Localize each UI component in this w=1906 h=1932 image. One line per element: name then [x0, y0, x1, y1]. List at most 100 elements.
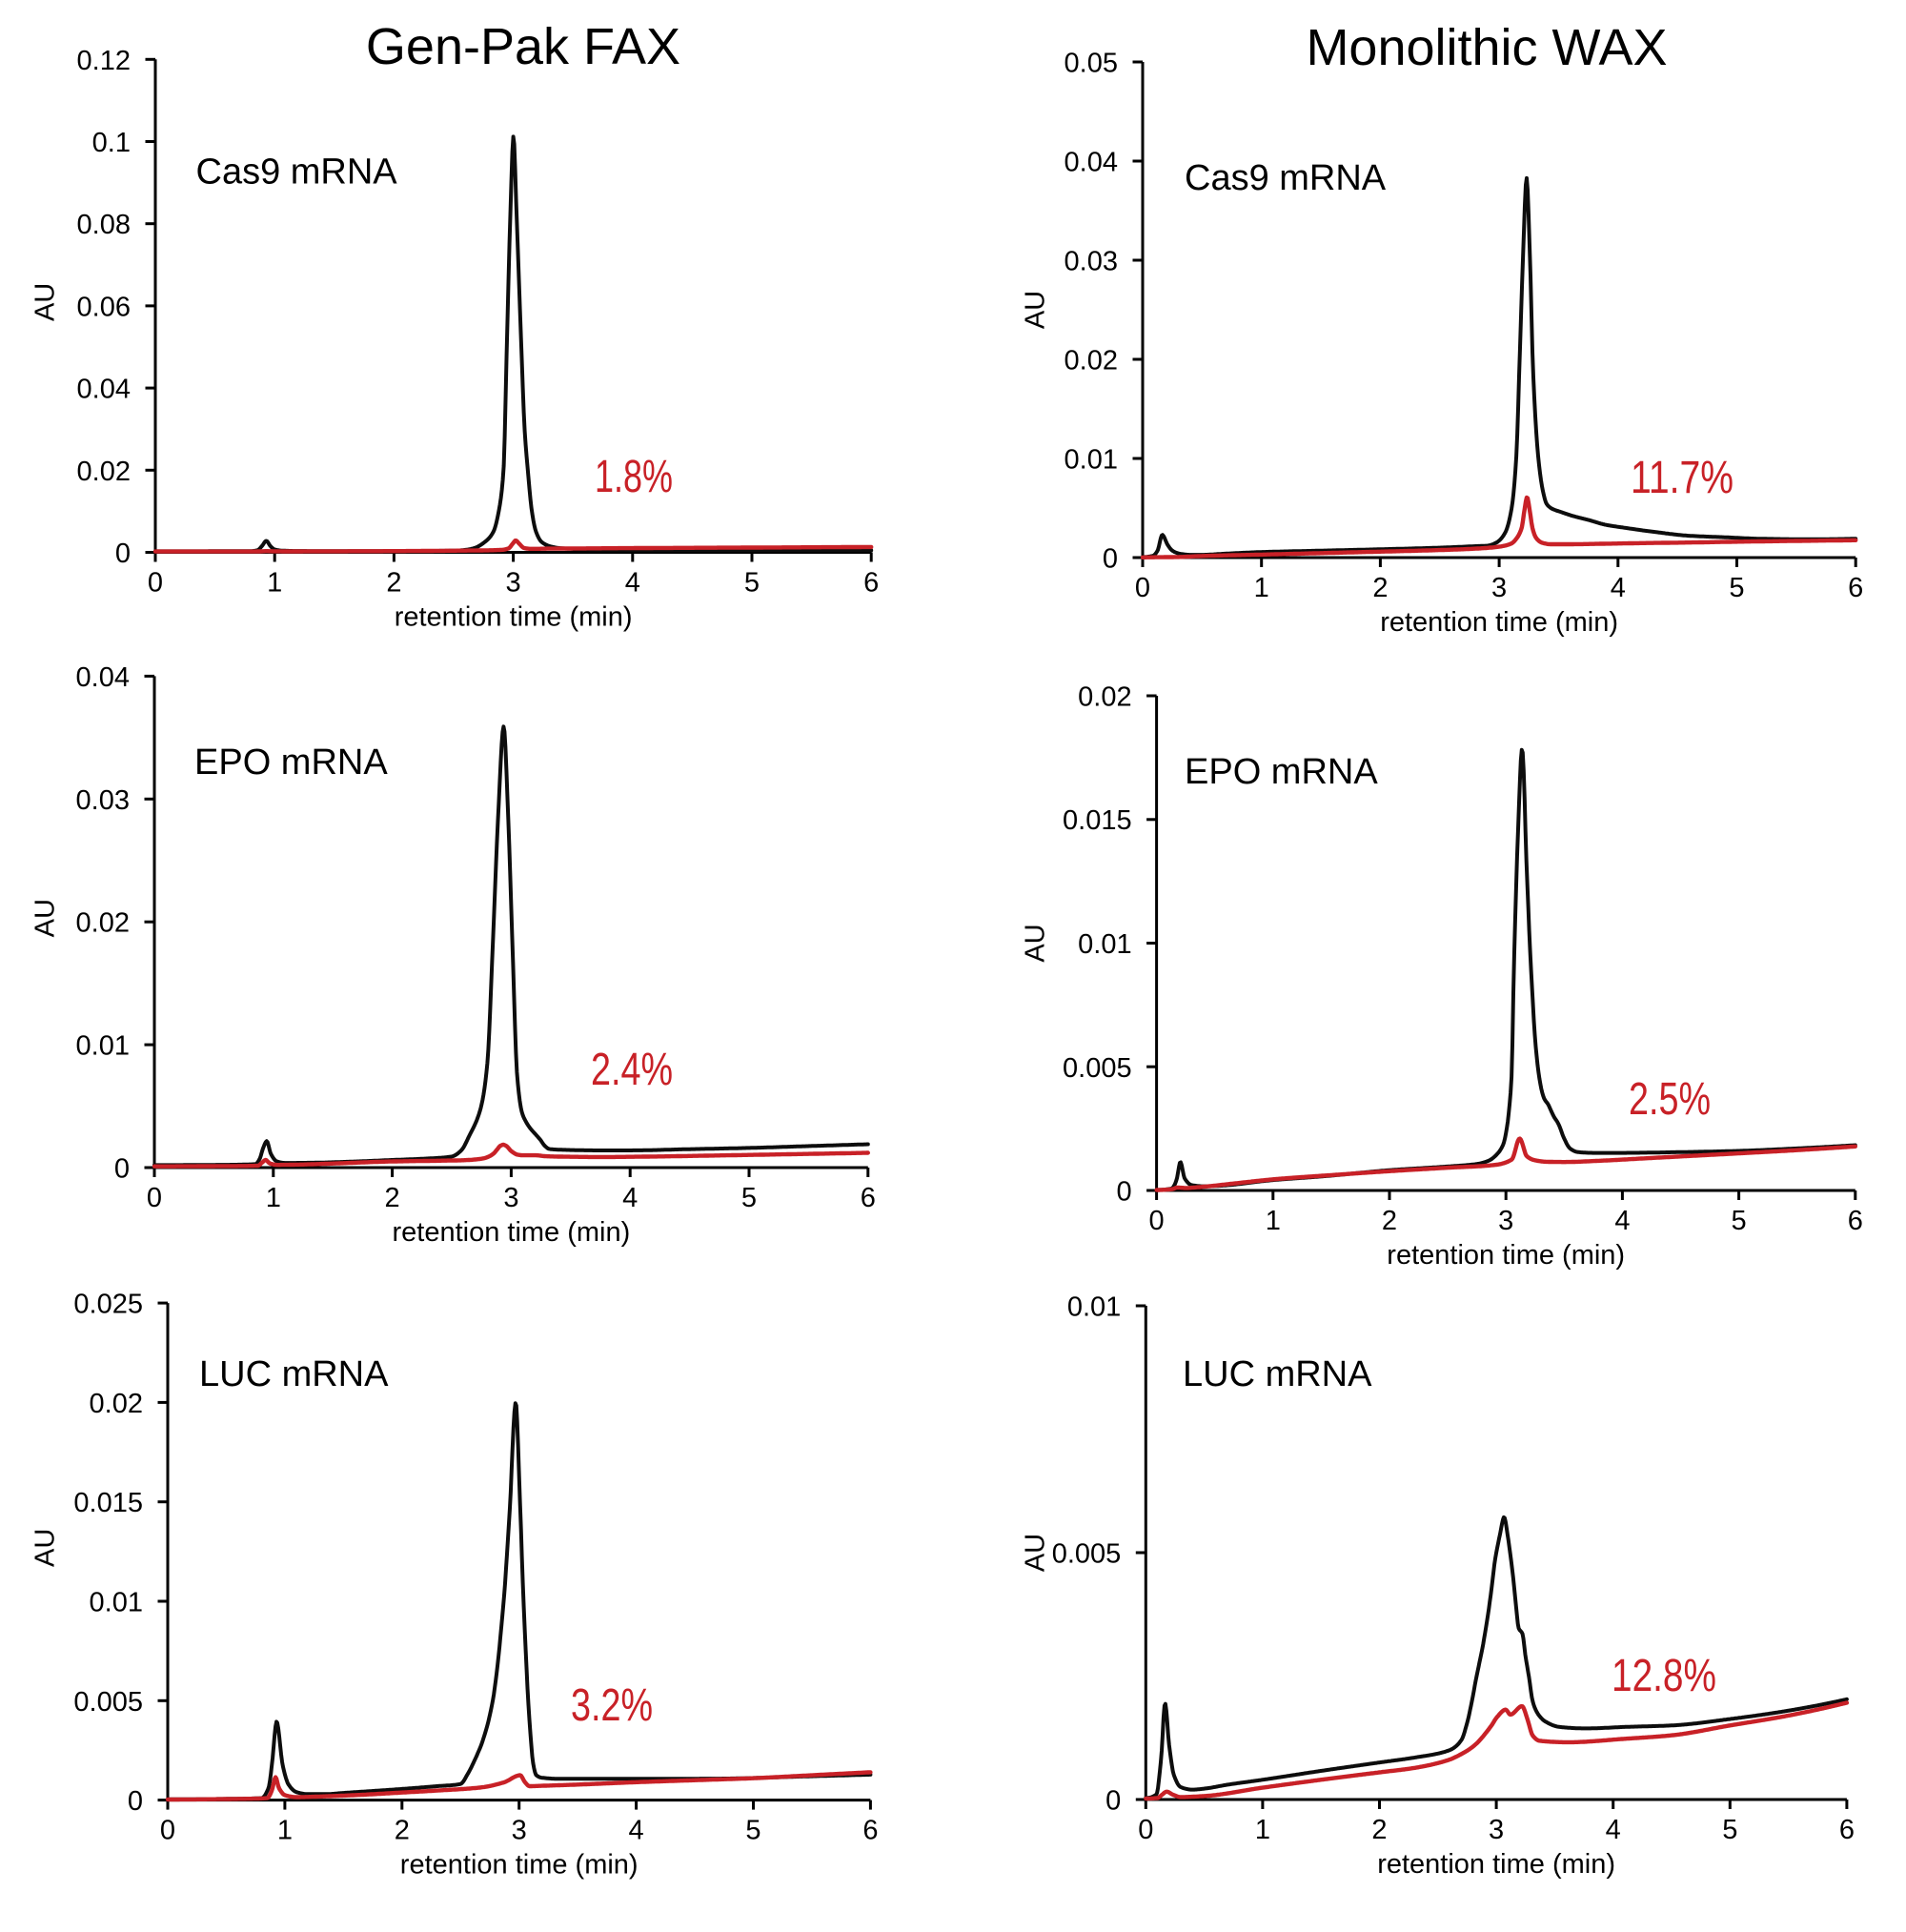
svg-text:4: 4: [629, 1816, 644, 1846]
svg-text:0: 0: [1105, 1786, 1121, 1817]
svg-text:0.02: 0.02: [76, 908, 130, 939]
svg-text:5: 5: [1732, 1206, 1747, 1236]
svg-text:retention time (min): retention time (min): [1387, 1240, 1625, 1271]
svg-text:1.8%: 1.8%: [595, 452, 673, 502]
svg-text:0.03: 0.03: [1065, 247, 1118, 277]
svg-text:0: 0: [115, 539, 131, 569]
svg-text:3.2%: 3.2%: [571, 1680, 653, 1731]
svg-text:AU: AU: [1021, 1534, 1051, 1572]
svg-text:AU: AU: [30, 1529, 61, 1567]
svg-text:4: 4: [1606, 1815, 1621, 1845]
svg-text:3: 3: [512, 1816, 527, 1846]
svg-text:0.01: 0.01: [1065, 445, 1118, 476]
svg-text:0.01: 0.01: [1067, 1292, 1121, 1323]
svg-text:AU: AU: [30, 283, 61, 321]
svg-text:0: 0: [114, 1154, 130, 1185]
svg-text:6: 6: [1848, 573, 1863, 603]
svg-text:1: 1: [266, 1183, 281, 1213]
svg-text:Cas9 mRNA: Cas9 mRNA: [196, 153, 398, 193]
svg-text:2: 2: [1382, 1206, 1397, 1236]
svg-text:2: 2: [385, 1183, 400, 1213]
svg-text:5: 5: [745, 1816, 760, 1846]
svg-text:0.04: 0.04: [76, 662, 130, 693]
svg-text:retention time (min): retention time (min): [1380, 607, 1618, 638]
svg-text:0.02: 0.02: [1078, 682, 1131, 713]
svg-text:1: 1: [267, 568, 282, 599]
svg-text:0.01: 0.01: [1078, 929, 1131, 960]
svg-text:5: 5: [741, 1183, 757, 1213]
svg-text:1: 1: [1254, 573, 1269, 603]
svg-text:retention time (min): retention time (min): [400, 1850, 639, 1881]
svg-text:0: 0: [1135, 573, 1150, 603]
svg-text:5: 5: [744, 568, 760, 599]
svg-text:0.01: 0.01: [76, 1031, 130, 1062]
svg-text:0.015: 0.015: [1063, 805, 1132, 836]
svg-text:0.005: 0.005: [1052, 1539, 1122, 1570]
svg-text:0.005: 0.005: [73, 1687, 143, 1718]
svg-text:0.01: 0.01: [90, 1588, 143, 1618]
svg-text:11.7%: 11.7%: [1631, 453, 1734, 503]
svg-text:0.06: 0.06: [77, 292, 131, 322]
svg-text:0.12: 0.12: [77, 46, 131, 76]
svg-text:3: 3: [1491, 573, 1507, 603]
svg-text:3: 3: [1489, 1815, 1504, 1845]
svg-text:2: 2: [395, 1816, 410, 1846]
svg-text:AU: AU: [1021, 291, 1051, 329]
svg-text:6: 6: [862, 1816, 878, 1846]
svg-text:5: 5: [1729, 573, 1744, 603]
svg-text:0.02: 0.02: [90, 1389, 143, 1419]
svg-text:Cas9 mRNA: Cas9 mRNA: [1185, 158, 1387, 198]
svg-text:2.4%: 2.4%: [591, 1045, 673, 1095]
svg-text:0.02: 0.02: [1065, 346, 1118, 376]
svg-text:5: 5: [1722, 1815, 1737, 1845]
svg-text:AU: AU: [1021, 924, 1051, 962]
svg-text:0.005: 0.005: [1063, 1053, 1132, 1084]
svg-text:4: 4: [1614, 1206, 1630, 1236]
svg-text:0.03: 0.03: [76, 785, 130, 816]
svg-text:3: 3: [506, 568, 521, 599]
svg-text:0.08: 0.08: [77, 210, 131, 240]
svg-text:0.015: 0.015: [73, 1488, 143, 1518]
svg-text:retention time (min): retention time (min): [395, 602, 633, 633]
svg-text:6: 6: [1839, 1815, 1855, 1845]
svg-text:LUC mRNA: LUC mRNA: [199, 1354, 389, 1394]
svg-text:0: 0: [147, 1183, 162, 1213]
svg-text:0: 0: [1116, 1177, 1131, 1208]
svg-text:0.04: 0.04: [77, 375, 131, 405]
svg-text:1: 1: [1255, 1815, 1270, 1845]
svg-text:0: 0: [1138, 1815, 1153, 1845]
svg-text:6: 6: [861, 1183, 876, 1213]
svg-text:2.5%: 2.5%: [1629, 1074, 1711, 1125]
svg-text:0: 0: [148, 568, 163, 599]
svg-text:2: 2: [1372, 573, 1388, 603]
svg-text:2: 2: [1371, 1815, 1387, 1845]
svg-text:12.8%: 12.8%: [1612, 1651, 1716, 1701]
svg-text:0: 0: [1103, 544, 1118, 575]
svg-text:4: 4: [1611, 573, 1626, 603]
svg-text:0: 0: [160, 1816, 175, 1846]
svg-text:retention time (min): retention time (min): [392, 1217, 630, 1248]
svg-text:3: 3: [503, 1183, 518, 1213]
svg-text:retention time (min): retention time (min): [1377, 1849, 1615, 1880]
svg-text:LUC mRNA: LUC mRNA: [1183, 1354, 1372, 1394]
svg-text:0: 0: [128, 1786, 143, 1817]
svg-text:0.04: 0.04: [1065, 148, 1118, 178]
svg-text:EPO mRNA: EPO mRNA: [194, 742, 388, 783]
svg-text:Monolithic WAX: Monolithic WAX: [1306, 19, 1667, 76]
svg-text:0.02: 0.02: [77, 457, 131, 487]
svg-text:Gen-Pak FAX: Gen-Pak FAX: [366, 18, 680, 75]
svg-text:EPO mRNA: EPO mRNA: [1185, 752, 1378, 792]
svg-text:4: 4: [625, 568, 640, 599]
svg-text:0.025: 0.025: [73, 1290, 143, 1320]
svg-text:2: 2: [386, 568, 401, 599]
svg-text:1: 1: [1266, 1206, 1281, 1236]
svg-text:6: 6: [863, 568, 879, 599]
svg-text:0.05: 0.05: [1065, 49, 1118, 79]
svg-text:3: 3: [1498, 1206, 1513, 1236]
svg-text:1: 1: [277, 1816, 293, 1846]
svg-text:0: 0: [1149, 1206, 1165, 1236]
svg-text:0.1: 0.1: [92, 128, 131, 158]
svg-text:4: 4: [622, 1183, 638, 1213]
svg-text:AU: AU: [30, 899, 61, 937]
svg-text:6: 6: [1848, 1206, 1863, 1236]
